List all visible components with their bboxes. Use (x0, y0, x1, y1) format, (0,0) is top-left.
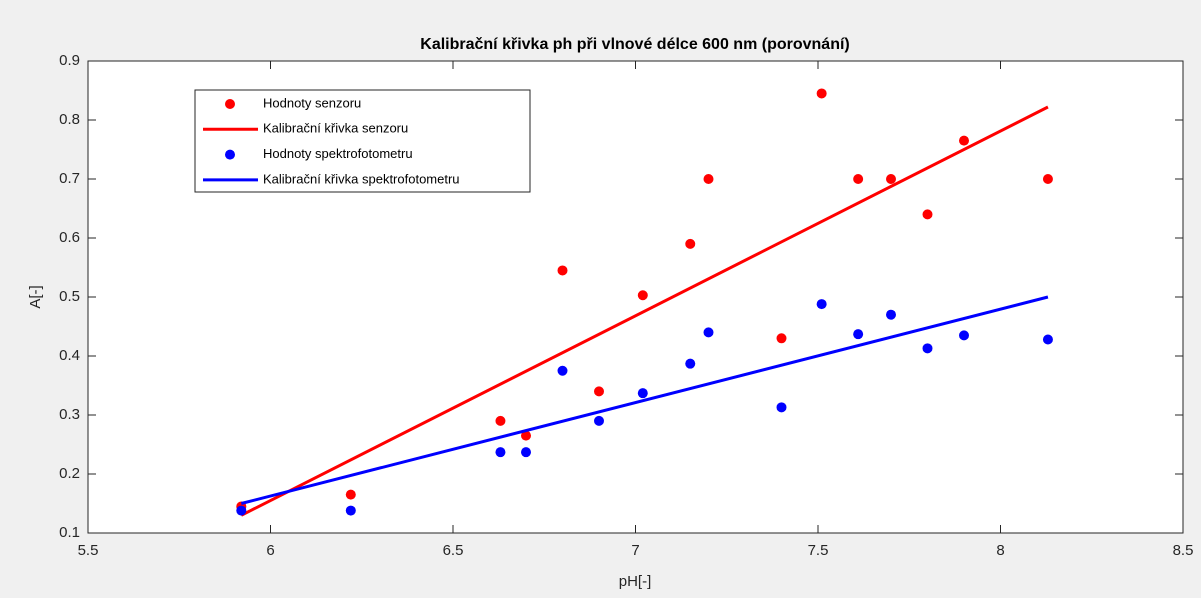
x-tick-label: 6 (266, 542, 274, 559)
x-axis-label: pH[-] (619, 573, 652, 590)
data-point (557, 365, 568, 376)
y-tick-label: 0.6 (59, 229, 80, 246)
y-tick-label: 0.1 (59, 524, 80, 541)
data-point (853, 174, 864, 184)
y-tick-label: 0.5 (59, 288, 80, 305)
x-tick-label: 5.5 (78, 542, 99, 559)
data-point (1042, 334, 1053, 345)
legend-label: Kalibrační křivka senzoru (263, 121, 408, 136)
y-tick-label: 0.9 (59, 52, 80, 69)
data-point (776, 402, 787, 413)
data-point (922, 209, 933, 220)
data-point (521, 430, 531, 441)
data-point (594, 386, 604, 397)
fit-line (240, 105, 1049, 517)
data-point (703, 327, 714, 338)
y-tick-label: 0.2 (59, 465, 80, 482)
y-tick-label: 0.8 (59, 111, 80, 128)
data-point (776, 333, 787, 344)
data-point (685, 358, 696, 369)
x-tick-label: 7.5 (808, 542, 829, 559)
data-point (521, 447, 531, 458)
data-point (959, 135, 969, 146)
data-point (922, 343, 933, 354)
data-point (886, 309, 896, 320)
legend-label: Kalibrační křivka spektrofotometru (263, 171, 460, 186)
y-tick-label: 0.7 (59, 170, 80, 187)
data-point (959, 330, 969, 341)
data-point (685, 238, 696, 249)
x-tick-label: 6.5 (443, 542, 464, 559)
data-point (495, 447, 506, 458)
data-point (1042, 174, 1053, 184)
chart-title: Kalibrační křivka ph při vlnové délce 60… (420, 36, 849, 53)
y-tick-label: 0.4 (59, 347, 80, 364)
data-point (816, 88, 827, 99)
legend-box (194, 89, 531, 193)
x-tick-label: 7 (631, 542, 639, 559)
data-point (236, 505, 247, 516)
x-tick-label: 8 (996, 542, 1004, 559)
data-point (557, 265, 568, 276)
data-point (886, 174, 896, 184)
data-point (816, 299, 827, 310)
legend: Hodnoty senzoru Kalibrační křivka senzoru… (194, 89, 531, 193)
data-point (637, 388, 648, 399)
y-axis-label: A[-] (27, 285, 44, 308)
data-point (853, 329, 864, 340)
data-point (345, 489, 356, 500)
legend-marker (225, 99, 235, 109)
data-point (495, 415, 506, 426)
data-point (703, 174, 714, 184)
data-point (345, 505, 356, 516)
legend-label: Hodnoty spektrofotometru (263, 146, 413, 161)
data-point (637, 290, 648, 301)
legend-label: Hodnoty senzoru (263, 95, 361, 110)
fit-line (240, 295, 1049, 505)
legend-marker (225, 149, 235, 160)
data-point (594, 415, 604, 426)
x-tick-label: 8.5 (1173, 542, 1194, 559)
y-tick-label: 0.3 (59, 406, 80, 423)
